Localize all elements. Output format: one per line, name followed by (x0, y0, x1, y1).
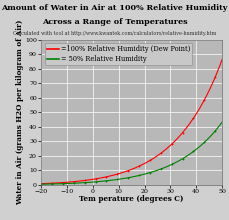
=100% Relative Humidity (Dew Point) (126, 170, 128, 172)
= 50% Relative Humidity (216, 126, 219, 129)
Line: =100% Relative Humidity (Dew Point): =100% Relative Humidity (Dew Point) (40, 58, 224, 185)
=100% Relative Humidity (Dew Point) (216, 70, 219, 72)
=100% Relative Humidity (Dew Point) (188, 123, 191, 125)
Line: = 50% Relative Humidity: = 50% Relative Humidity (40, 121, 224, 186)
Text: Across a Range of Temperatures: Across a Range of Temperatures (42, 18, 187, 26)
Y-axis label: Water in Air (grams H2O per kilogram of Air): Water in Air (grams H2O per kilogram of … (16, 19, 24, 205)
=100% Relative Humidity (Dew Point) (40, 182, 43, 185)
=100% Relative Humidity (Dew Point) (221, 58, 224, 61)
=100% Relative Humidity (Dew Point) (127, 169, 130, 172)
Legend: =100% Relative Humidity (Dew Point), = 50% Relative Humidity: =100% Relative Humidity (Dew Point), = 5… (45, 43, 192, 65)
= 50% Relative Humidity (221, 121, 224, 123)
= 50% Relative Humidity (126, 177, 128, 179)
= 50% Relative Humidity (147, 172, 150, 174)
= 50% Relative Humidity (127, 176, 130, 179)
X-axis label: Tem perature (degrees C): Tem perature (degrees C) (79, 195, 184, 203)
=100% Relative Humidity (Dew Point) (138, 165, 140, 167)
Text: Calculated with tool at http://www.kwantek.com/calculators/relative-humidity.htm: Calculated with tool at http://www.kwant… (13, 31, 216, 36)
= 50% Relative Humidity (138, 174, 140, 177)
= 50% Relative Humidity (40, 183, 43, 185)
Text: Amount of Water in Air at 100% Relative Humidity: Amount of Water in Air at 100% Relative … (1, 4, 228, 12)
= 50% Relative Humidity (188, 153, 191, 156)
=100% Relative Humidity (Dew Point) (147, 160, 150, 162)
